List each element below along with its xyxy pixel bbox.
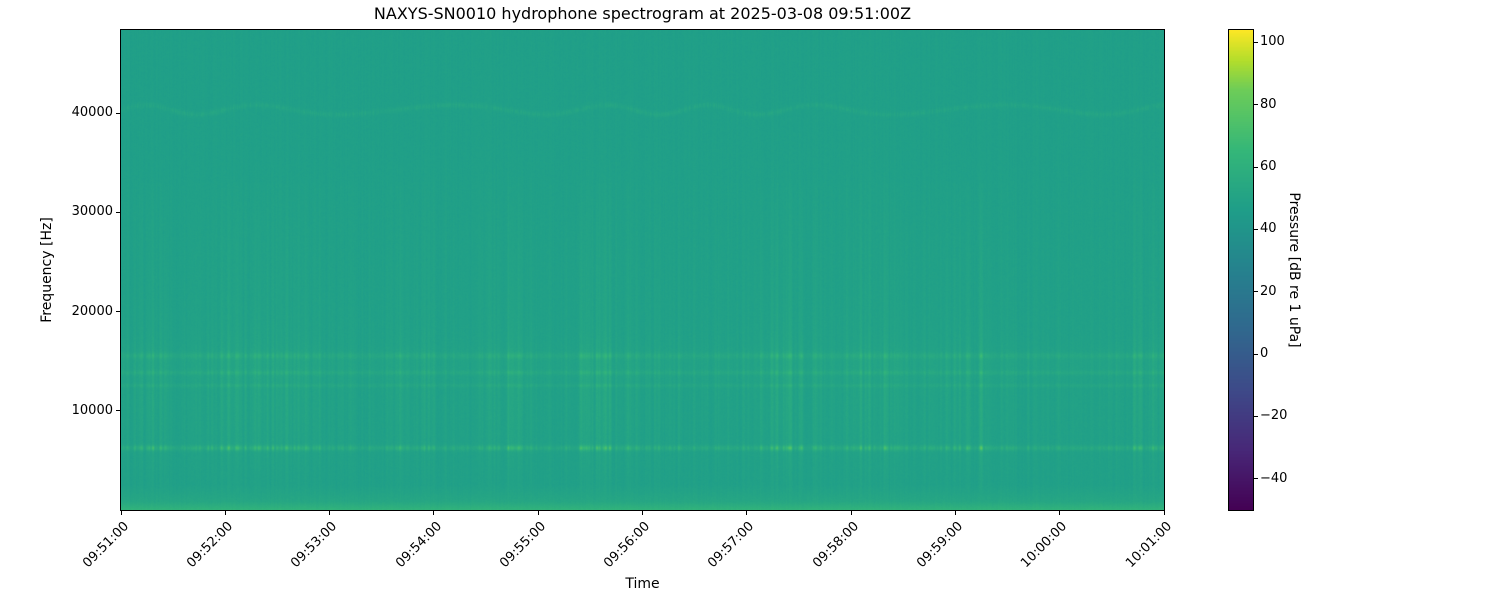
colorbar-tick-mark	[1254, 228, 1258, 230]
x-tick-mark	[642, 511, 643, 515]
y-tick-label: 30000	[71, 204, 113, 220]
colorbar-tick-label: 20	[1260, 283, 1277, 299]
y-tick-label: 10000	[71, 402, 113, 418]
x-tick-label-text: 09:51:00	[79, 519, 132, 571]
y-tick-label: 40000	[71, 105, 113, 121]
colorbar-tick-mark	[1254, 104, 1258, 106]
x-tick-label-text: 09:53:00	[288, 519, 341, 571]
y-tick-mark	[116, 311, 120, 313]
x-tick-label-text: 09:52:00	[184, 519, 236, 571]
x-tick-mark	[1059, 511, 1061, 515]
x-tick-label-text: 09:57:00	[705, 519, 758, 571]
colorbar-tick-label: 40	[1260, 221, 1277, 237]
colorbar-tick-label: 0	[1260, 346, 1269, 362]
x-tick-mark	[329, 511, 331, 515]
x-tick-label-text: 10:00:00	[1018, 519, 1071, 571]
x-tick-mark	[224, 511, 226, 515]
colorbar-tick-label: 60	[1260, 159, 1277, 175]
colorbar-tick-mark	[1254, 478, 1258, 480]
colorbar-label: Pressure [dB re 1 uPa]	[1286, 192, 1302, 348]
y-tick-label: 20000	[71, 303, 113, 319]
x-tick-mark	[954, 511, 956, 515]
colorbar-tick-mark	[1254, 41, 1258, 43]
x-tick-label-text: 09:58:00	[809, 519, 862, 571]
chart-title: NAXYS-SN0010 hydrophone spectrogram at 2…	[373, 4, 912, 23]
colorbar-tick-label: −20	[1260, 408, 1288, 424]
colorbar-tick-mark	[1254, 353, 1258, 355]
x-tick-mark	[120, 511, 122, 515]
x-tick-mark	[850, 511, 852, 515]
x-tick-mark	[746, 511, 748, 515]
y-tick-mark	[116, 112, 120, 114]
x-tick-mark	[1163, 511, 1165, 515]
colorbar	[1228, 29, 1254, 511]
x-tick-label-text: 09:59:00	[914, 519, 966, 571]
x-axis-label: Time	[625, 576, 660, 592]
x-tick-label-text: 09:54:00	[392, 519, 445, 571]
colorbar-tick-mark	[1254, 415, 1258, 417]
colorbar-tick-label: 80	[1260, 96, 1277, 112]
x-tick-label-text: 09:55:00	[496, 519, 549, 571]
plot-area	[120, 29, 1165, 511]
spectrogram-heatmap	[121, 30, 1164, 510]
x-tick-label-text: 09:56:00	[601, 519, 654, 571]
x-tick-mark	[537, 511, 539, 515]
colorbar-tick-mark	[1254, 291, 1258, 293]
y-tick-mark	[116, 211, 120, 213]
colorbar-tick-label: 100	[1260, 34, 1285, 50]
x-tick-mark	[433, 511, 435, 515]
colorbar-gradient	[1229, 30, 1253, 510]
x-tick-label-text: 10:01:00	[1122, 519, 1175, 571]
colorbar-tick-label: −40	[1260, 470, 1288, 486]
y-tick-mark	[116, 410, 120, 412]
colorbar-tick-mark	[1254, 166, 1258, 168]
